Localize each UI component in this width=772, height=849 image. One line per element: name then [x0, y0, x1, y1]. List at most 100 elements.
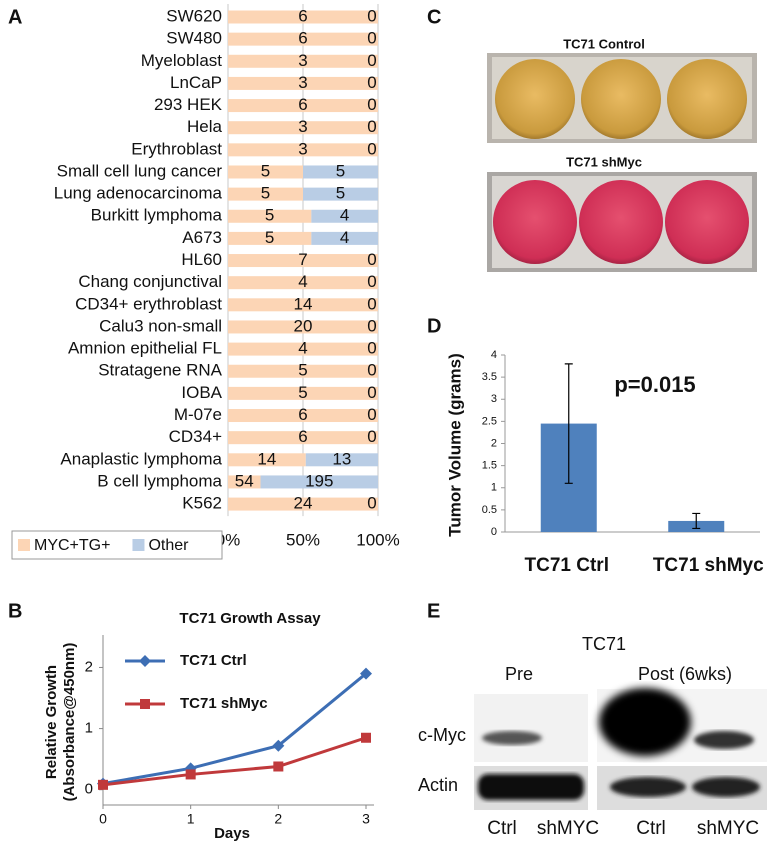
category-label: A673	[182, 228, 222, 247]
legend-label: TC71 shMyc	[180, 695, 268, 712]
legend-label: MYC+TG+	[34, 537, 110, 554]
x-tick-label: TC71 Ctrl	[525, 555, 609, 576]
data-label: 0	[367, 383, 376, 402]
category-label: 293 HEK	[154, 95, 223, 114]
bar-segment	[311, 209, 378, 223]
panel-label: E	[427, 600, 440, 622]
blot-row: c-Myc	[418, 725, 466, 745]
error-bar	[564, 363, 573, 484]
y-tick-label: 1.5	[482, 460, 497, 472]
data-label: 14	[257, 449, 276, 468]
data-label: 0	[367, 294, 376, 313]
bar-segment	[305, 453, 378, 467]
data-label: 0	[367, 427, 376, 446]
data-label: 5	[336, 184, 345, 203]
data-label: 5	[261, 184, 270, 203]
data-label: 6	[298, 405, 307, 424]
data-label: 6	[298, 29, 307, 48]
x-tick-label: TC71 shMyc	[653, 555, 764, 576]
bar-segment	[228, 187, 303, 201]
y-tick-label: 0.5	[482, 504, 497, 516]
data-label: 0	[367, 117, 376, 136]
y-tick-label: 2	[491, 437, 497, 449]
data-label: 3	[298, 139, 307, 158]
data-label: 6	[298, 6, 307, 25]
marker	[360, 667, 372, 680]
x-tick-label: 0	[99, 811, 107, 827]
data-label: 7	[298, 250, 307, 269]
bar-segment	[228, 453, 306, 467]
legend-swatch	[132, 539, 145, 551]
category-label: M-07e	[174, 405, 222, 424]
data-label: 5	[298, 361, 307, 380]
category-label: Amnion epithelial FL	[68, 339, 222, 358]
data-label: 0	[367, 250, 376, 269]
category-label: Erythroblast	[131, 139, 222, 158]
category-label: B cell lymphoma	[97, 471, 222, 490]
y-axis-label: Relative Growth	[43, 665, 60, 779]
data-label: 0	[367, 95, 376, 114]
data-label: 0	[367, 6, 376, 25]
category-label: Stratagene RNA	[98, 361, 222, 380]
data-label: 24	[294, 494, 313, 513]
category-label: IOBA	[181, 383, 222, 402]
bar-segment	[228, 475, 261, 489]
bar-segment	[228, 143, 378, 157]
data-label: 4	[298, 339, 307, 358]
legend-label: TC71 Ctrl	[180, 652, 247, 669]
y-tick-label: 1	[85, 720, 93, 737]
plate-label: TC71 Control	[563, 36, 645, 51]
data-label: 5	[261, 161, 270, 180]
data-label: 0	[367, 73, 376, 92]
bar-segment	[228, 342, 378, 356]
y-tick-label: 2.5	[482, 415, 497, 427]
bar-segment	[228, 76, 378, 90]
bar-segment	[228, 54, 378, 68]
category-label: CD34+	[169, 427, 222, 446]
marker	[185, 769, 196, 780]
plate-photo	[487, 53, 757, 143]
marker	[98, 779, 108, 790]
blot-row: Actin	[418, 775, 458, 795]
bar-segment	[303, 187, 378, 201]
x-tick-label: 100%	[356, 530, 399, 549]
bar-segment	[260, 475, 378, 489]
x-tick-label: 1	[187, 811, 195, 827]
bar-segment	[228, 254, 378, 268]
lane-label: shMYC	[537, 818, 599, 839]
chart-title: TC71 Growth Assay	[179, 610, 321, 627]
bar-segment	[228, 231, 312, 245]
category-label: K562	[182, 494, 222, 513]
y-axis-label: Tumor Volume (grams)	[445, 353, 464, 537]
category-label: LnCaP	[170, 73, 222, 92]
bar-segment	[228, 497, 378, 511]
data-label: 5	[265, 206, 274, 225]
x-tick-label: 50%	[286, 530, 320, 549]
marker	[273, 761, 284, 772]
bar-segment	[228, 99, 378, 113]
category-label: SW620	[166, 6, 222, 25]
data-label: 6	[298, 427, 307, 446]
series-line	[102, 736, 367, 787]
data-label: 195	[305, 471, 333, 490]
data-label: 4	[340, 206, 349, 225]
category-label: Hela	[187, 117, 223, 136]
category-label: Lung adenocarcinoma	[54, 184, 223, 203]
blot-image	[474, 688, 767, 810]
category-label: Burkitt lymphoma	[91, 206, 223, 225]
legend-marker	[139, 655, 151, 667]
bar-segment	[311, 231, 378, 245]
data-label: 5	[265, 228, 274, 247]
legend-box	[11, 530, 223, 560]
blot-title: TC71	[582, 634, 626, 654]
data-label: 6	[298, 95, 307, 114]
annotation: p=0.015	[614, 372, 695, 397]
bar-segment	[228, 209, 312, 223]
data-label: 0	[367, 29, 376, 48]
panel-label: C	[427, 6, 441, 28]
bar-segment	[303, 165, 378, 179]
plate-label: TC71 shMyc	[566, 154, 642, 169]
data-label: 0	[367, 361, 376, 380]
bar-segment	[228, 32, 378, 46]
